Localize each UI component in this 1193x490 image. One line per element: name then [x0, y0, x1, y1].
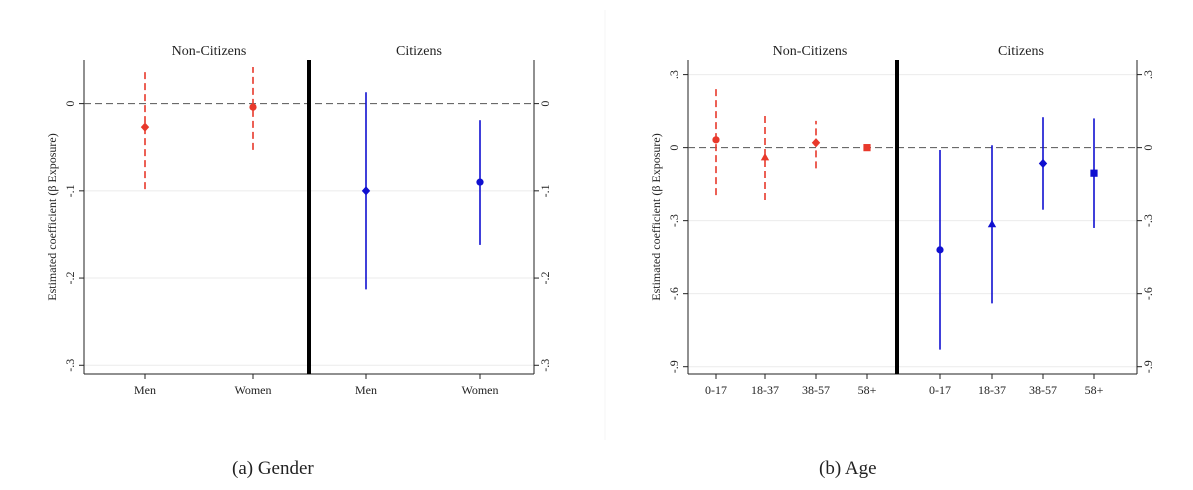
age-xtick-label-0-1: 18-37 [751, 383, 779, 397]
age-point-1-1 [987, 219, 997, 228]
age-ytick-label-left-3: -.6 [667, 287, 681, 300]
age-point-0-0 [712, 136, 720, 144]
gender-point-1-1 [476, 178, 484, 186]
gender-y-axis-title: Estimated coefficient (β Exposure) [45, 133, 59, 301]
age-xtick-label-0-2: 38-57 [802, 383, 830, 397]
caption-age: (b) Age [819, 458, 877, 479]
gender-xtick-label-1-0: Men [355, 383, 377, 397]
gender-xtick-label-0-0: Men [134, 383, 156, 397]
age-ytick-label-right-0: .3 [1141, 70, 1155, 79]
gender-xtick-label-0-1: Women [234, 383, 271, 397]
age-y-axis-title: Estimated coefficient (β Exposure) [649, 133, 663, 301]
gender-ytick-label-left-3: -.3 [63, 359, 77, 372]
age-point-0-1 [760, 152, 770, 161]
age-ytick-label-left-0: .3 [667, 70, 681, 79]
age-ytick-label-left-2: -.3 [667, 214, 681, 227]
age-panel-title-1: Citizens [998, 44, 1044, 59]
gender-point-0-1 [249, 103, 257, 111]
age-panel-title-0: Non-Citizens [773, 44, 848, 59]
age-xtick-label-0-3: 58+ [858, 383, 877, 397]
gender-point-0-0 [140, 122, 150, 132]
age-ytick-label-right-1: 0 [1141, 145, 1155, 151]
gender-ytick-label-left-2: -.2 [63, 272, 77, 285]
gender-point-1-0 [361, 186, 371, 196]
gender-ytick-label-left-1: -.1 [63, 184, 77, 197]
gender-ytick-label-right-1: -.1 [538, 184, 552, 197]
gender-ytick-label-left-0: 0 [63, 101, 77, 107]
age-ytick-label-left-1: 0 [667, 145, 681, 151]
age-ytick-label-right-2: -.3 [1141, 214, 1155, 227]
gender-xtick-label-1-1: Women [461, 383, 498, 397]
age-ytick-label-left-4: -.9 [667, 360, 681, 373]
caption-gender: (a) Gender [232, 458, 314, 479]
age-point-1-0 [936, 246, 944, 254]
age-xtick-label-1-1: 18-37 [978, 383, 1006, 397]
gender-ytick-label-right-0: 0 [538, 101, 552, 107]
age-ytick-label-right-4: -.9 [1141, 360, 1155, 373]
age-xtick-label-1-2: 38-57 [1029, 383, 1057, 397]
age-ytick-label-right-3: -.6 [1141, 287, 1155, 300]
age-point-1-2 [1038, 158, 1048, 169]
age-point-1-3 [1090, 169, 1098, 177]
gender-panel-title-0: Non-Citizens [172, 44, 247, 59]
age-xtick-label-0-0: 0-17 [705, 383, 727, 397]
age-point-0-2 [811, 138, 821, 148]
gender-panel-title-1: Citizens [396, 44, 442, 59]
age-xtick-label-1-0: 0-17 [929, 383, 951, 397]
gender-ytick-label-right-3: -.3 [538, 359, 552, 372]
gender-ytick-label-right-2: -.2 [538, 272, 552, 285]
age-point-0-3 [863, 144, 871, 152]
age-xtick-label-1-3: 58+ [1085, 383, 1104, 397]
